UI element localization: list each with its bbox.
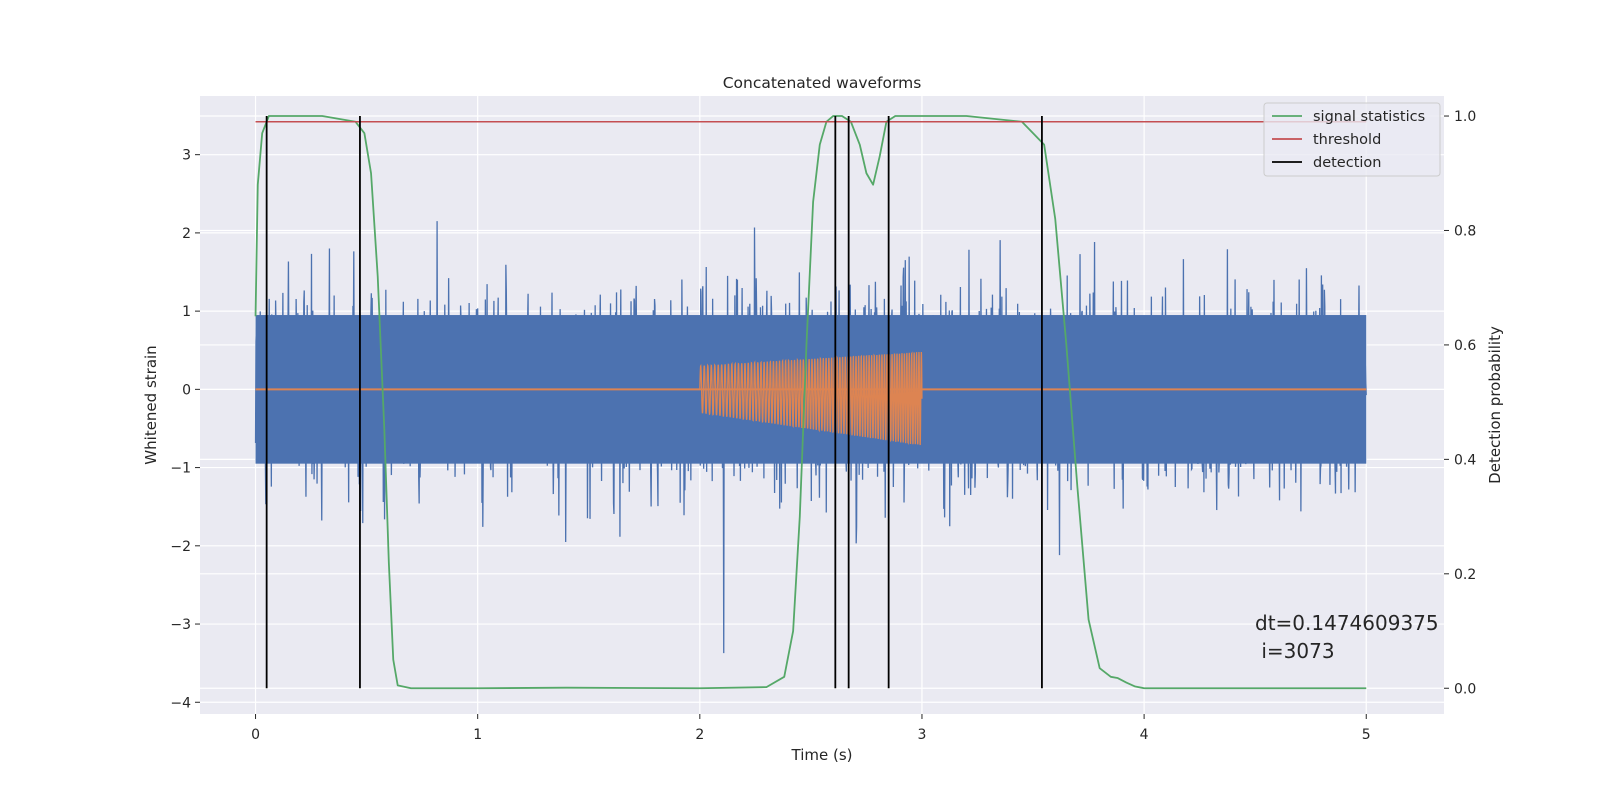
y2-tick-label: 0.0 <box>1454 681 1476 697</box>
injected-waveform-series <box>255 351 1367 446</box>
axis-ticks: 0 1 2 3 4 5 −4 −3 −2 −1 0 1 2 3 0.0 0.2 0.4 0.6 0.8 1.0 <box>170 109 1476 743</box>
y2-tick-label: 0.4 <box>1454 452 1476 468</box>
y-tick-label: 3 <box>182 148 191 164</box>
legend-label-threshold: threshold <box>1313 132 1381 148</box>
chart-title: Concatenated waveforms <box>723 74 922 92</box>
y2-tick-label: 0.2 <box>1454 567 1476 583</box>
annotation-dt: dt=0.1474609375 <box>1255 611 1439 635</box>
x-tick-label: 0 <box>251 727 260 743</box>
y2-tick-label: 0.8 <box>1454 223 1476 239</box>
y2-tick-label: 1.0 <box>1454 109 1476 125</box>
y-tick-label: −2 <box>170 539 191 555</box>
injected-waveform-line <box>699 351 923 446</box>
x-tick-label: 1 <box>473 727 482 743</box>
detections <box>265 116 1043 689</box>
y-tick-label: −3 <box>170 617 191 633</box>
y-tick-label: −4 <box>170 695 191 711</box>
x-tick-label: 4 <box>1140 727 1149 743</box>
x-tick-label: 5 <box>1362 727 1371 743</box>
legend: signal statistics threshold detection <box>1263 102 1441 177</box>
y2-axis-label: Detection probability <box>1486 326 1504 484</box>
x-tick-label: 2 <box>695 727 704 743</box>
y-tick-label: 1 <box>182 304 191 320</box>
legend-label-detection: detection <box>1313 155 1381 171</box>
y-tick-label: 0 <box>182 382 191 398</box>
y-tick-label: −1 <box>170 461 191 477</box>
y-axis-label: Whitened strain <box>142 345 160 464</box>
x-axis-label: Time (s) <box>791 746 853 764</box>
legend-box <box>1263 102 1441 177</box>
annotation-index: i=3073 <box>1255 639 1335 663</box>
y2-tick-label: 0.6 <box>1454 338 1476 354</box>
y-tick-label: 2 <box>182 226 191 242</box>
x-tick-label: 3 <box>918 727 927 743</box>
legend-label-signal-statistics: signal statistics <box>1313 109 1425 125</box>
